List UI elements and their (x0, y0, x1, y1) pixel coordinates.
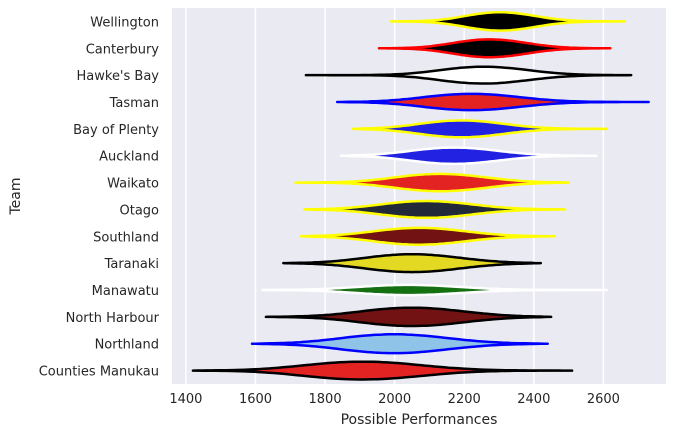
x-tick-label: 2000 (378, 392, 411, 407)
x-tick-label: 2600 (587, 392, 620, 407)
y-tick-label-canterbury: Canterbury (86, 42, 160, 57)
y-tick-label-counties-manukau: Counties Manukau (39, 365, 159, 380)
violin-southland (299, 226, 556, 246)
violin-otago (302, 199, 567, 220)
x-tick-label: 2200 (448, 392, 481, 407)
x-tick-label: 1400 (169, 392, 202, 407)
y-tick-label-manawatu: Manawatu (92, 284, 159, 299)
y-tick-label-north-harbour: North Harbour (66, 311, 160, 326)
violin-manawatu (261, 283, 609, 297)
violin-north-harbour (264, 306, 553, 328)
x-tick-label: 1800 (309, 392, 342, 407)
violin-wellington (389, 11, 626, 32)
x-tick-label: 2400 (517, 392, 550, 407)
violin-auckland (339, 146, 598, 166)
y-tick-label-otago: Otago (119, 203, 159, 218)
x-tick-label: 1600 (239, 392, 272, 407)
y-tick-label-waikato: Waikato (107, 177, 159, 192)
violin-canterbury (377, 38, 612, 59)
y-tick-label-hawke-s-bay: Hawke's Bay (77, 69, 160, 84)
y-tick-label-wellington: Wellington (90, 15, 159, 30)
y-tick-label-taranaki: Taranaki (104, 257, 159, 272)
y-tick-labels: Wellington Canterbury Hawke's Bay Tasman Bay… (39, 15, 160, 379)
y-axis-label: Team (8, 177, 24, 215)
violin-taranaki (282, 252, 543, 274)
violin-waikato (294, 172, 570, 193)
plot-background (172, 8, 666, 384)
violin-tasman (335, 92, 650, 112)
violins (191, 11, 650, 381)
violin-counties-manukau (191, 360, 574, 381)
y-tick-label-northland: Northland (95, 338, 159, 353)
violin-hawke-s-bay (304, 65, 633, 85)
y-tick-label-tasman: Tasman (109, 96, 159, 111)
y-tick-label-bay-of-plenty: Bay of Plenty (73, 123, 159, 138)
violin-northland (250, 333, 549, 355)
x-tick-labels: 1400 1600 1800 2000 2200 2400 2600 (169, 392, 620, 407)
violin-bay-of-plenty (351, 119, 609, 139)
y-tick-label-auckland: Auckland (99, 150, 159, 165)
y-tick-label-southland: Southland (93, 230, 159, 245)
x-axis-label: Possible Performances (341, 412, 498, 428)
